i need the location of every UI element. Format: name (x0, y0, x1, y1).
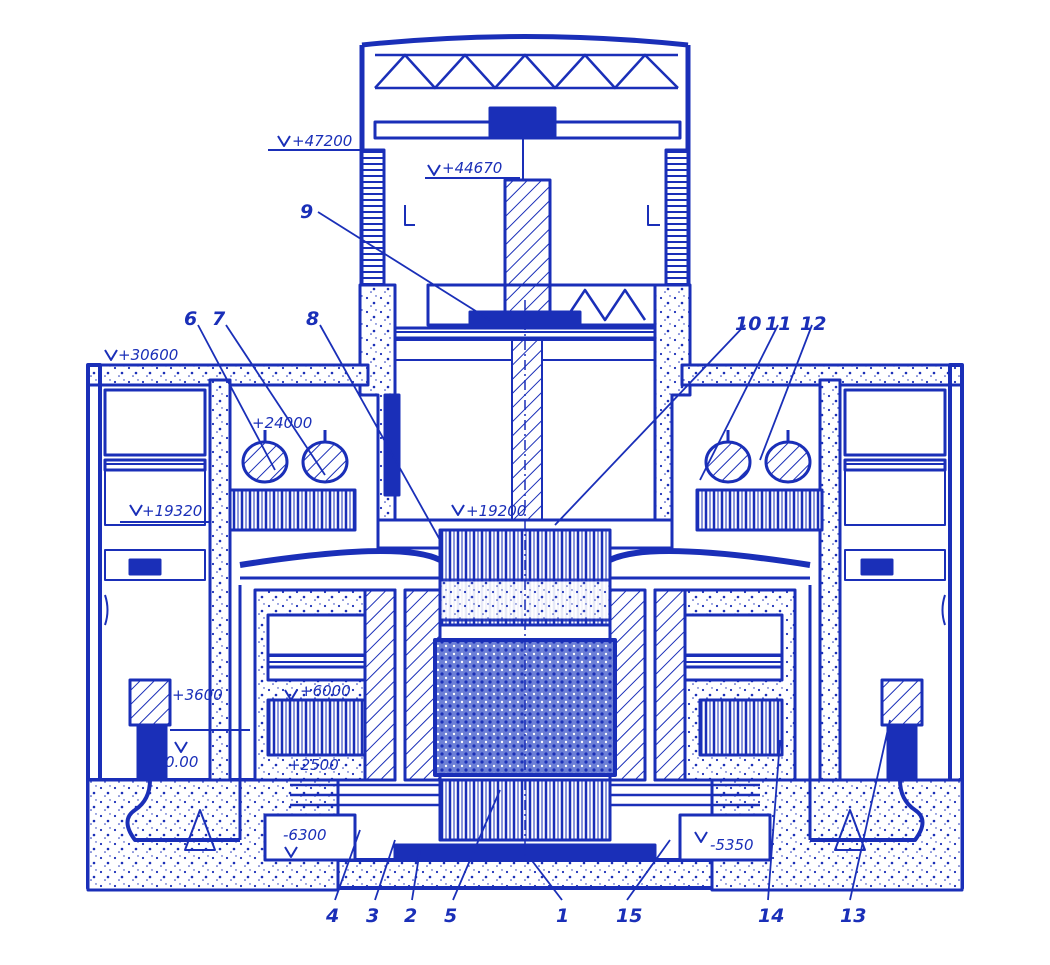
elevation-24000: +24000 (252, 414, 312, 432)
hall-wall-right (664, 148, 690, 287)
right-inner-column (818, 378, 842, 782)
main-circulation-pump-right (810, 678, 925, 842)
label-1: 1 (556, 905, 569, 927)
label-2: 2 (404, 905, 417, 927)
upper-piping (239, 548, 811, 580)
elevation-minus-5350: -5350 (710, 836, 754, 854)
label-9: 9 (300, 201, 313, 223)
hall-wall-left (360, 148, 386, 287)
elevation-19200: +19200 (466, 502, 526, 520)
label-11: 11 (765, 313, 791, 335)
elevation-minus-6300: -6300 (283, 826, 327, 844)
reactor (393, 300, 657, 862)
label-7: 7 (212, 308, 226, 330)
leader-lines (197, 211, 891, 901)
drum-separator-right (704, 430, 812, 484)
label-12: 12 (800, 313, 826, 335)
label-5: 5 (444, 905, 457, 927)
label-6: 6 (184, 308, 197, 330)
elevation-30600: +30600 (118, 346, 178, 364)
label-14: 14 (758, 905, 784, 927)
upper-shield-walls (358, 283, 692, 550)
right-downcomers (695, 488, 824, 532)
elevation-44670: +44670 (442, 159, 502, 177)
elevation-47200: +47200 (292, 132, 352, 150)
elevation-2500: +2500 (288, 756, 339, 774)
elevation-3600: +3600 (172, 686, 223, 704)
main-circulation-pump-left (125, 678, 240, 842)
label-13: 13 (840, 905, 866, 927)
label-4: 4 (325, 905, 339, 927)
right-wing (653, 378, 947, 862)
roof-truss (374, 53, 679, 90)
lower-piping (290, 783, 760, 807)
elevation-19320: +19320 (142, 502, 202, 520)
label-3: 3 (366, 905, 379, 927)
left-downcomers (228, 488, 357, 532)
label-10: 10 (735, 313, 761, 335)
central-hall (359, 34, 691, 521)
label-8: 8 (306, 308, 319, 330)
elevation-6000: +6000 (300, 682, 351, 700)
elevation-labels: +47200 +44670 +30600 +24000 +19320 +1920… (118, 132, 754, 854)
left-wing (103, 378, 397, 862)
left-inner-column (208, 378, 232, 782)
crane-trolley (488, 106, 557, 138)
elevation-0: 0.00 (165, 753, 198, 771)
position-labels: 9 6 7 8 10 11 12 4 3 2 5 1 15 14 13 (184, 201, 866, 927)
elevation-markers (104, 135, 708, 858)
label-15: 15 (616, 905, 642, 927)
drum-separator-left (241, 430, 349, 484)
